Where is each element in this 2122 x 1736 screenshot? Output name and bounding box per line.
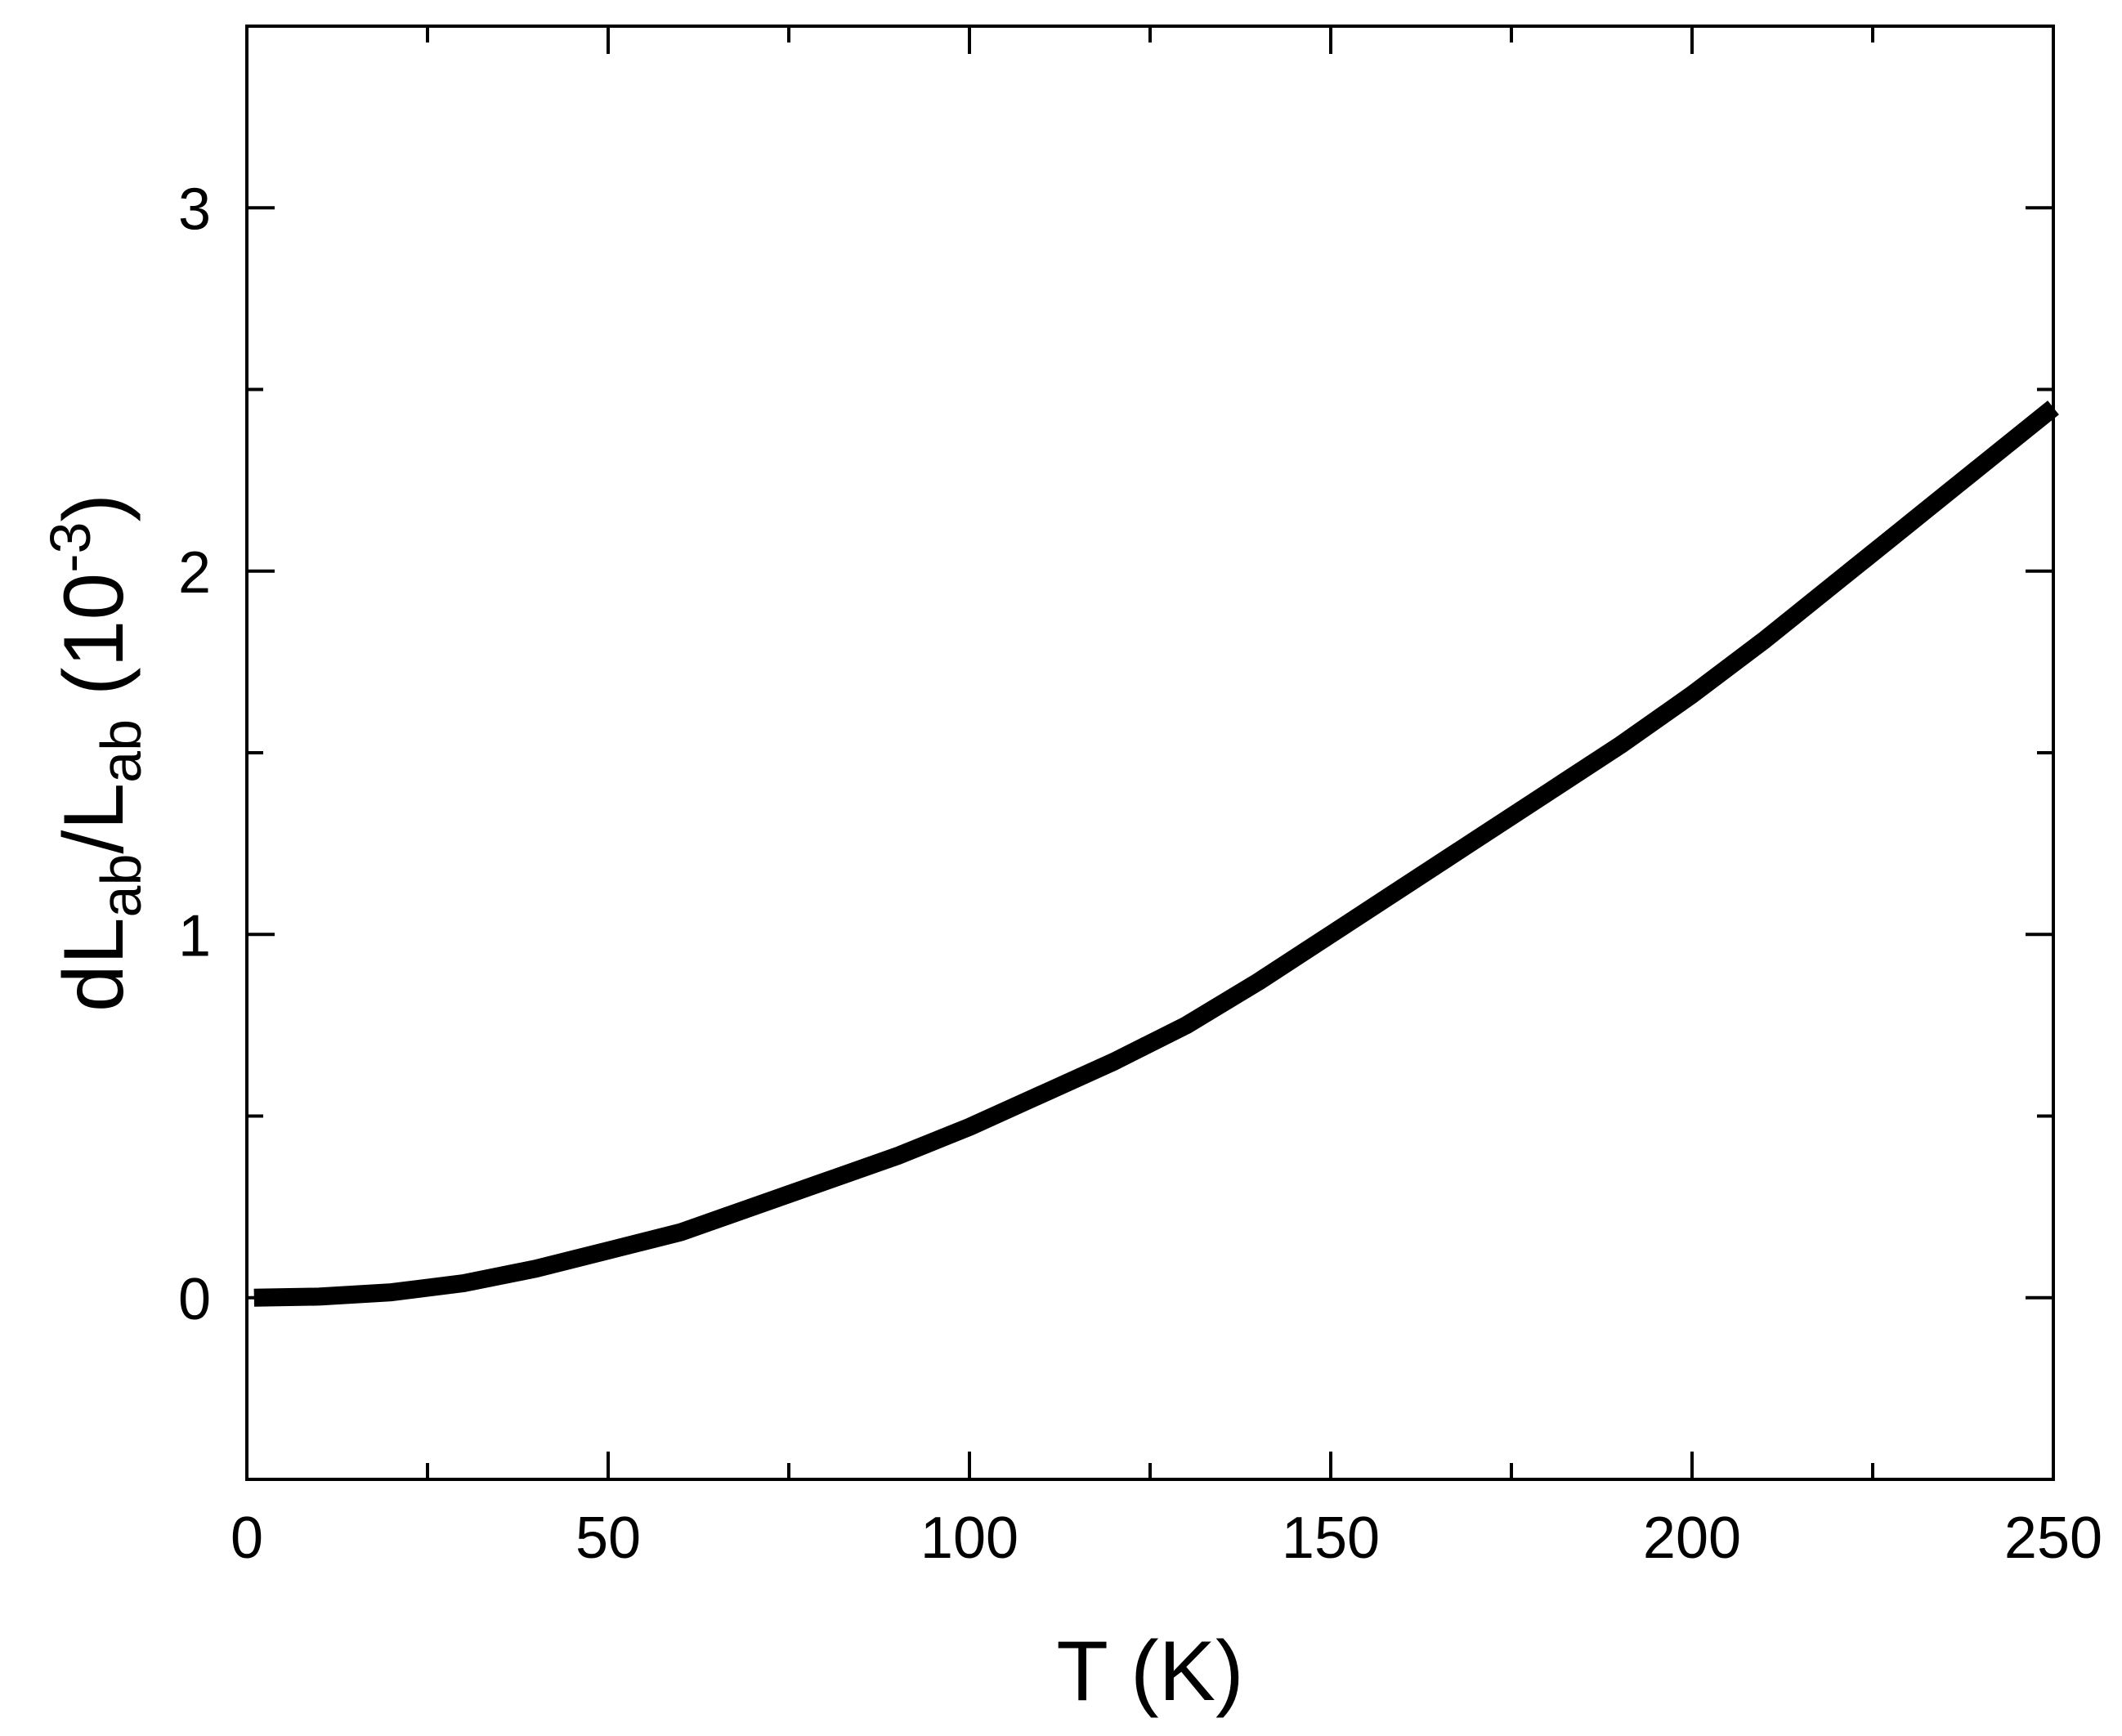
plot-area-frame (245, 25, 2055, 1481)
y-tick-label: 0 (178, 1267, 211, 1332)
y-axis-title-unit-open: (10 (47, 573, 141, 719)
series-line (253, 400, 2059, 1307)
x-tick-label: 0 (231, 1506, 263, 1571)
y-axis-title-sub1: ab (89, 854, 153, 918)
y-tick-label: 3 (178, 177, 211, 242)
y-axis-title-unit-close: ) (47, 494, 141, 522)
y-tick-label: 2 (178, 540, 211, 606)
x-axis-title: T (K) (1056, 1624, 1243, 1719)
x-tick-label: 150 (1282, 1506, 1380, 1571)
axis-ticks (245, 26, 2055, 1479)
y-axis-title: dLab/Lab (10-3) (38, 494, 153, 1012)
y-axis-title-sub2: ab (89, 719, 153, 783)
axis-tick-labels: 0 50 100 150 200 250 0 1 2 3 (178, 177, 2102, 1571)
y-axis-title-unit-sup: -3 (38, 522, 102, 573)
x-tick-label: 200 (1643, 1506, 1741, 1571)
y-axis-title-slash: /L (47, 783, 141, 854)
x-tick-label: 100 (920, 1506, 1018, 1571)
y-axis-title-base: dL (47, 917, 141, 1012)
x-tick-label: 250 (2004, 1506, 2102, 1571)
y-tick-label: 1 (178, 903, 211, 969)
x-tick-label: 50 (575, 1506, 641, 1571)
